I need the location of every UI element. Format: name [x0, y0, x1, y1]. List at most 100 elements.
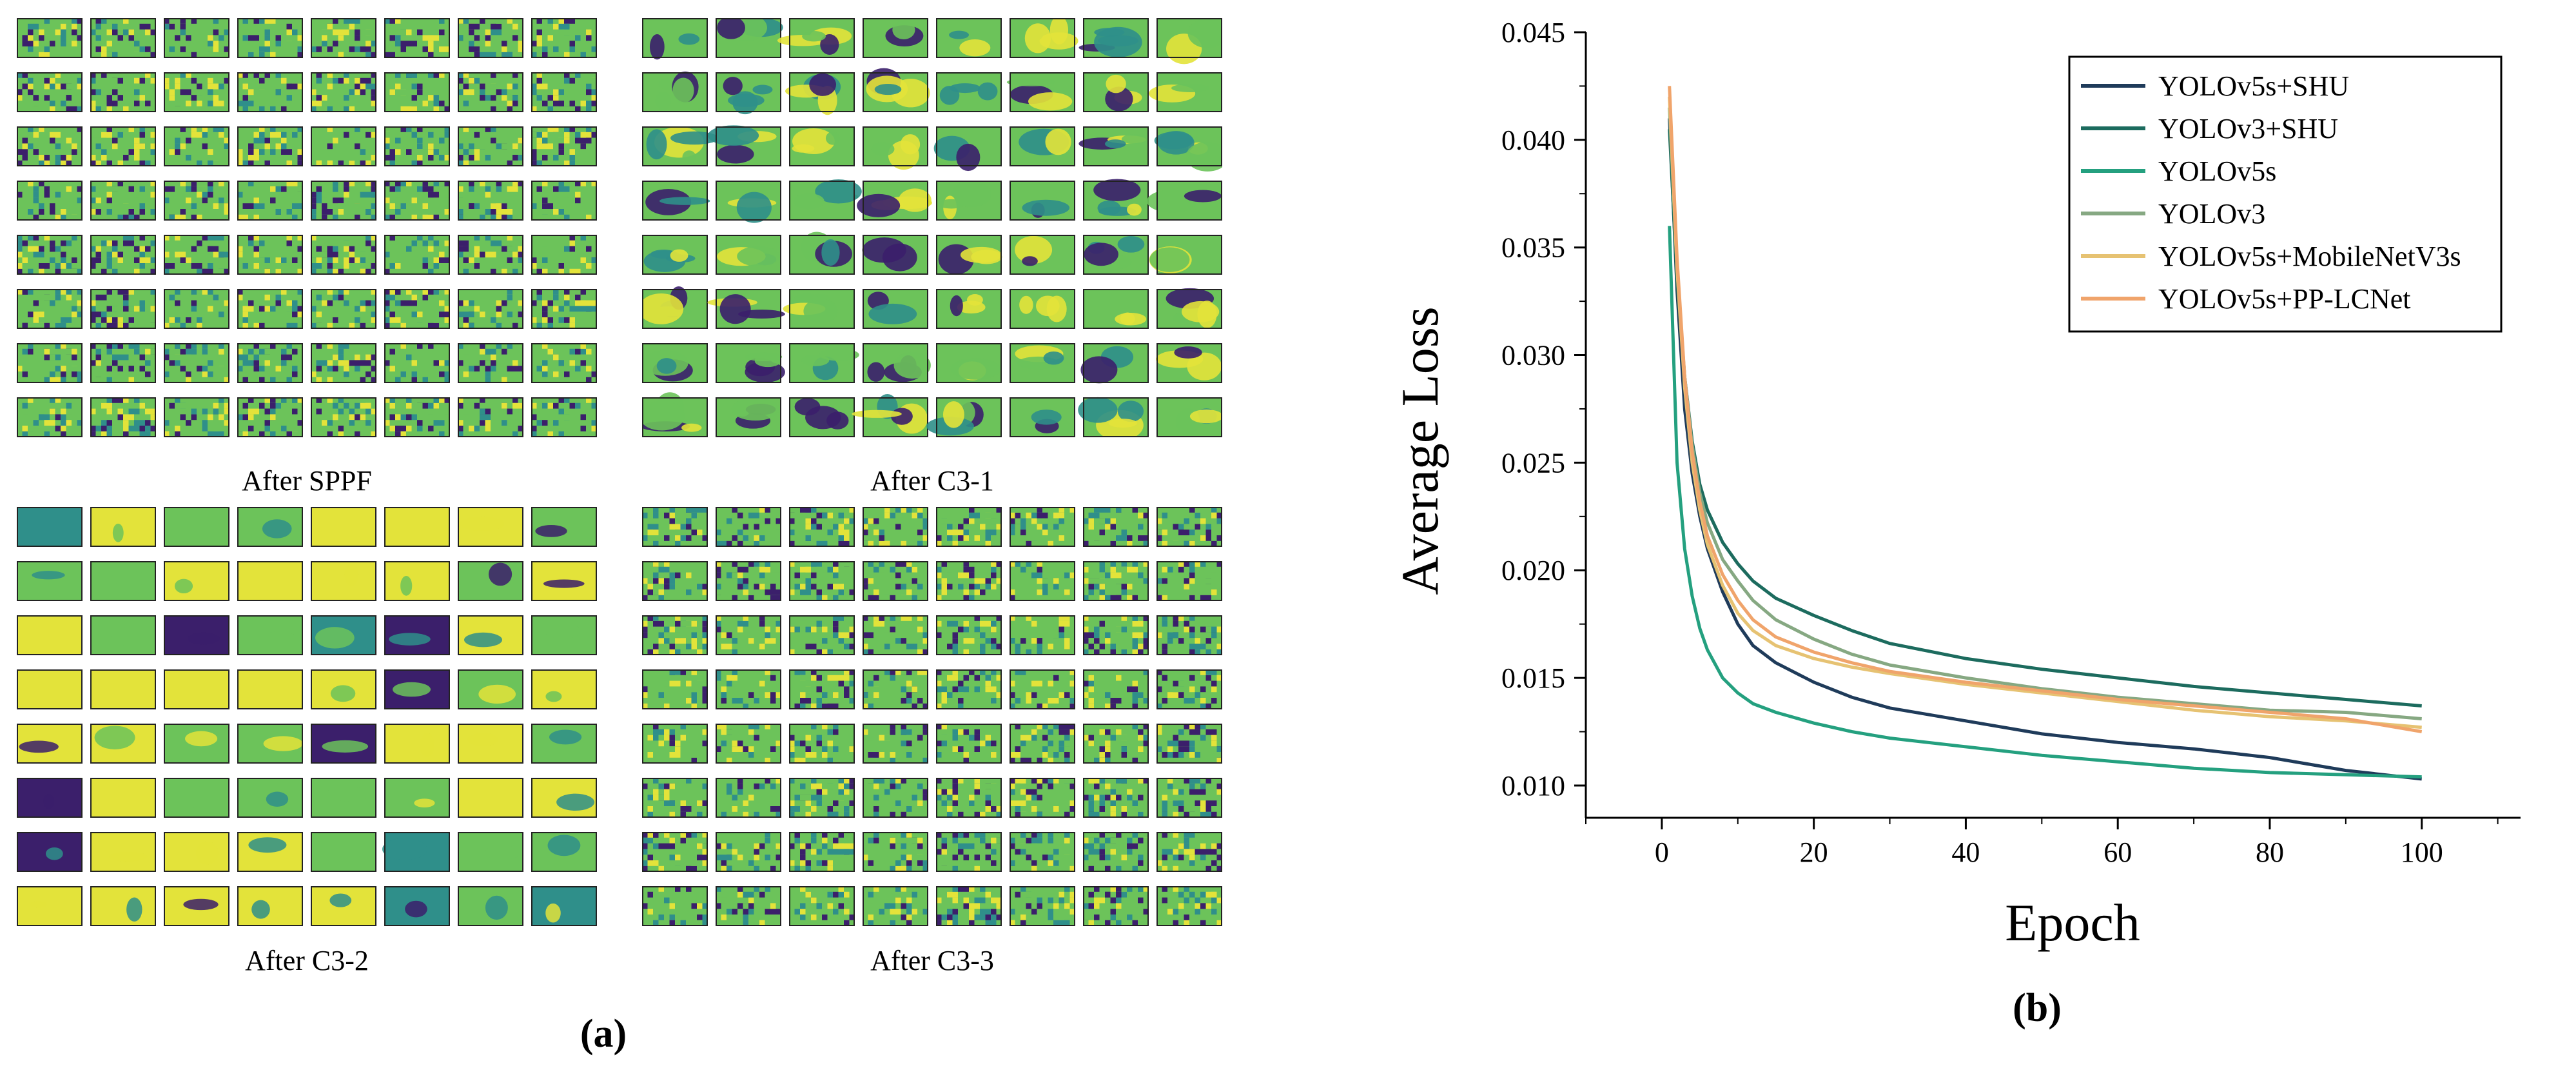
feature-map-thumbnail — [384, 397, 450, 437]
feature-map-thumbnail — [531, 126, 597, 166]
feature-map-thumbnail — [90, 72, 156, 112]
feature-map-thumbnail — [458, 343, 523, 383]
feature-map-thumbnail — [708, 125, 781, 166]
feature-map-thumbnail — [17, 126, 83, 166]
feature-map-thumbnail — [642, 561, 708, 601]
feature-map-thumbnail — [384, 126, 450, 166]
feature-map-thumbnail — [531, 18, 597, 58]
feature-map-thumbnail — [17, 561, 83, 601]
feature-map-thumbnail — [708, 289, 785, 329]
feature-map-thumbnail — [311, 615, 376, 655]
feature-map-thumbnail — [1147, 181, 1222, 221]
feature-map-thumbnail — [311, 397, 376, 437]
feature-map-thumbnail — [789, 561, 855, 601]
feature-map-thumbnail — [934, 126, 1002, 171]
feature-map-thumbnail — [17, 507, 83, 547]
feature-map-thumbnail — [1083, 561, 1149, 601]
feature-map-thumbnail — [936, 235, 1002, 275]
feature-map-thumbnail — [1156, 561, 1222, 601]
feature-map-thumbnail — [531, 615, 597, 655]
feature-map-thumbnail — [164, 886, 229, 926]
feature-map-thumbnail — [384, 669, 450, 709]
feature-map-thumbnail — [1083, 886, 1149, 926]
feature-map-thumbnail — [863, 507, 928, 547]
feature-map-thumbnail — [311, 181, 376, 221]
feature-map-thumbnail — [1156, 886, 1222, 926]
feature-map-thumbnail — [531, 669, 597, 709]
feature-map-thumbnail — [1080, 343, 1149, 383]
feature-map-thumbnail — [716, 886, 781, 926]
feature-map-thumbnail — [17, 778, 83, 818]
feature-map-thumbnail — [90, 18, 156, 58]
feature-map-thumbnail — [789, 886, 855, 926]
feature-map-thumbnail — [384, 561, 450, 601]
y-tick-label: 0.035 — [1501, 232, 1565, 264]
x-tick-label: 100 — [2401, 836, 2443, 868]
feature-map-thumbnail — [1078, 18, 1149, 58]
feature-map-thumbnail — [716, 561, 781, 601]
feature-map-thumbnail — [1010, 289, 1075, 329]
feature-grid-after-sppf — [17, 18, 597, 450]
feature-map-thumbnail — [863, 561, 928, 601]
feature-map-thumbnail — [458, 615, 523, 655]
feature-map-thumbnail — [863, 289, 928, 329]
grid-title-after-c3-1: After C3-1 — [642, 464, 1222, 497]
feature-maps-panel: After SPPF After C3-1 After C3-2 After C… — [0, 0, 1238, 1065]
feature-map-thumbnail — [311, 886, 376, 926]
feature-map-thumbnail — [642, 778, 708, 818]
feature-map-thumbnail — [863, 615, 928, 655]
feature-map-thumbnail — [237, 289, 303, 329]
feature-map-thumbnail — [164, 181, 229, 221]
feature-map-thumbnail — [531, 832, 597, 872]
feature-map-thumbnail — [90, 669, 156, 709]
feature-map-thumbnail — [716, 778, 781, 818]
feature-map-thumbnail — [237, 561, 303, 601]
feature-grid-after-c3-3 — [642, 507, 1222, 939]
feature-map-thumbnail — [936, 343, 1002, 383]
feature-map-thumbnail — [458, 832, 523, 872]
feature-map-thumbnail — [1010, 181, 1075, 221]
feature-map-thumbnail — [789, 832, 855, 872]
feature-map-thumbnail — [936, 18, 1002, 58]
feature-map-thumbnail — [17, 289, 83, 329]
feature-map-thumbnail — [1078, 126, 1149, 166]
feature-map-thumbnail — [1010, 507, 1075, 547]
feature-map-thumbnail — [789, 397, 855, 437]
feature-map-thumbnail — [311, 235, 376, 275]
feature-map-thumbnail — [642, 615, 708, 655]
feature-map-thumbnail — [17, 343, 83, 383]
feature-map-thumbnail — [531, 289, 597, 329]
feature-map-thumbnail — [164, 397, 229, 437]
feature-map-thumbnail — [1083, 778, 1149, 818]
feature-map-thumbnail — [716, 235, 781, 275]
y-tick-label: 0.020 — [1501, 555, 1565, 586]
feature-map-thumbnail — [17, 669, 83, 709]
feature-map-thumbnail — [311, 669, 376, 709]
feature-grid-after-c3-1 — [642, 18, 1222, 450]
feature-map-thumbnail — [17, 724, 83, 764]
feature-map-thumbnail — [531, 778, 597, 818]
feature-map-thumbnail — [237, 343, 303, 383]
feature-map-thumbnail — [384, 778, 450, 818]
feature-map-thumbnail — [863, 832, 928, 872]
feature-map-thumbnail — [237, 778, 303, 818]
y-tick-label: 0.045 — [1501, 17, 1565, 48]
feature-map-thumbnail — [164, 72, 229, 112]
feature-map-thumbnail — [1156, 724, 1222, 764]
feature-map-thumbnail — [164, 289, 229, 329]
feature-map-thumbnail — [237, 126, 303, 166]
feature-map-thumbnail — [458, 669, 523, 709]
feature-map-thumbnail — [17, 886, 83, 926]
legend-entry: YOLOv3 — [2158, 198, 2265, 230]
feature-map-thumbnail — [1156, 397, 1222, 437]
feature-map-thumbnail — [384, 235, 450, 275]
feature-map-thumbnail — [311, 18, 376, 58]
feature-map-thumbnail — [237, 615, 303, 655]
feature-map-thumbnail — [311, 289, 376, 329]
grid-title-after-c3-2: After C3-2 — [17, 944, 597, 977]
x-tick-label: 80 — [2256, 836, 2284, 868]
feature-grid-after-c3-2 — [17, 507, 597, 939]
feature-map-thumbnail — [17, 397, 83, 437]
feature-map-thumbnail — [1156, 18, 1222, 64]
